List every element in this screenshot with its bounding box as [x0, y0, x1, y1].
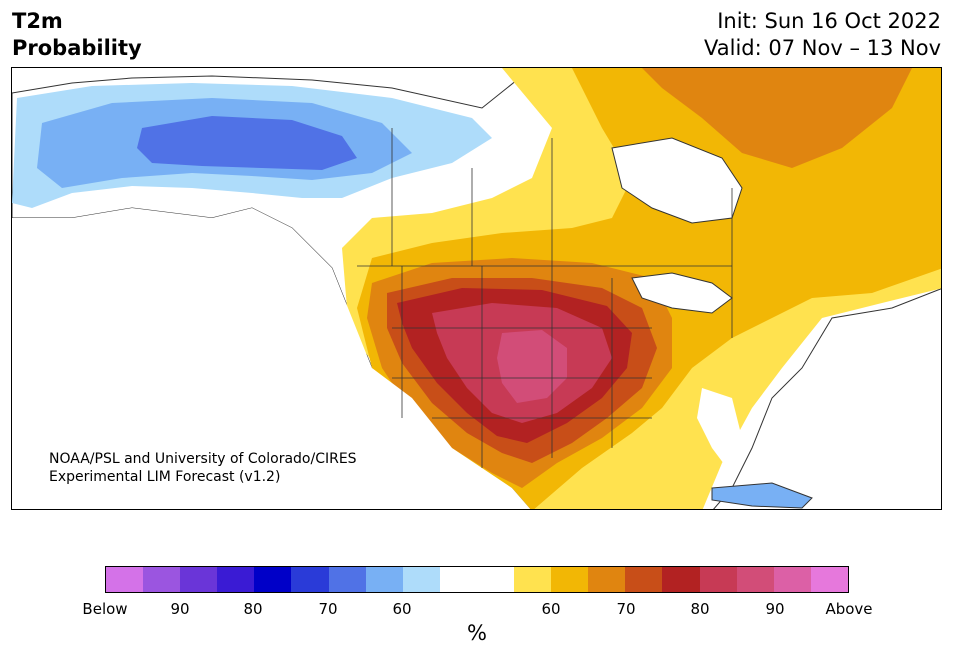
colorbar-swatch [514, 567, 552, 592]
colorbar-tick-label: Below [82, 600, 128, 618]
pacific-ocean [12, 208, 531, 509]
political-borders [357, 128, 733, 468]
colorbar-swatch [662, 567, 700, 592]
colorbar [105, 566, 849, 593]
colorbar-swatch [625, 567, 663, 592]
colorbar-swatch [699, 567, 737, 592]
map-canvas [12, 68, 941, 509]
credit-text: NOAA/PSL and University of Colorado/CIRE… [49, 450, 357, 486]
colorbar-tick-label: 60 [541, 600, 561, 618]
map-title: T2m Probability [12, 8, 142, 62]
colorbar-tick-label: 70 [616, 600, 636, 618]
colorbar-swatch [365, 567, 403, 592]
great-lakes [631, 272, 733, 314]
forecast-dates: Init: Sun 16 Oct 2022 Valid: 07 Nov – 13… [704, 8, 941, 62]
caribbean-islands [711, 482, 813, 509]
forecast-map [11, 67, 942, 510]
colorbar-swatch [736, 567, 774, 592]
colorbar-tick-label: 70 [318, 600, 338, 618]
warm-99-region [497, 330, 567, 403]
colorbar-swatch [439, 567, 515, 592]
colorbar-tick-label: Above [825, 600, 873, 618]
colorbar-tick-label: 90 [170, 600, 190, 618]
southeast-neutral [697, 388, 742, 468]
colorbar-tick-label: 80 [690, 600, 710, 618]
init-date: Init: Sun 16 Oct 2022 [717, 9, 941, 33]
title-line-2: Probability [12, 36, 142, 60]
colorbar-swatch [551, 567, 589, 592]
colorbar-unit: % [467, 621, 487, 645]
colorbar-swatch [106, 567, 144, 592]
valid-range: Valid: 07 Nov – 13 Nov [704, 36, 941, 60]
cold-80-region [137, 116, 357, 170]
colorbar-tick-label: 90 [765, 600, 785, 618]
colorbar-tick-label: 80 [243, 600, 263, 618]
colorbar-swatch [254, 567, 292, 592]
colorbar-swatch [773, 567, 811, 592]
colorbar-swatch [328, 567, 366, 592]
colorbar-swatch [217, 567, 255, 592]
credit-line-2: Experimental LIM Forecast (v1.2) [49, 469, 281, 485]
title-line-1: T2m [12, 9, 63, 33]
colorbar-tick-label: 60 [392, 600, 412, 618]
colorbar-swatch [143, 567, 181, 592]
colorbar-swatch [291, 567, 329, 592]
colorbar-swatch [810, 567, 848, 592]
credit-line-1: NOAA/PSL and University of Colorado/CIRE… [49, 451, 357, 467]
colorbar-swatch [588, 567, 626, 592]
colorbar-swatch [180, 567, 218, 592]
colorbar-swatch [402, 567, 440, 592]
